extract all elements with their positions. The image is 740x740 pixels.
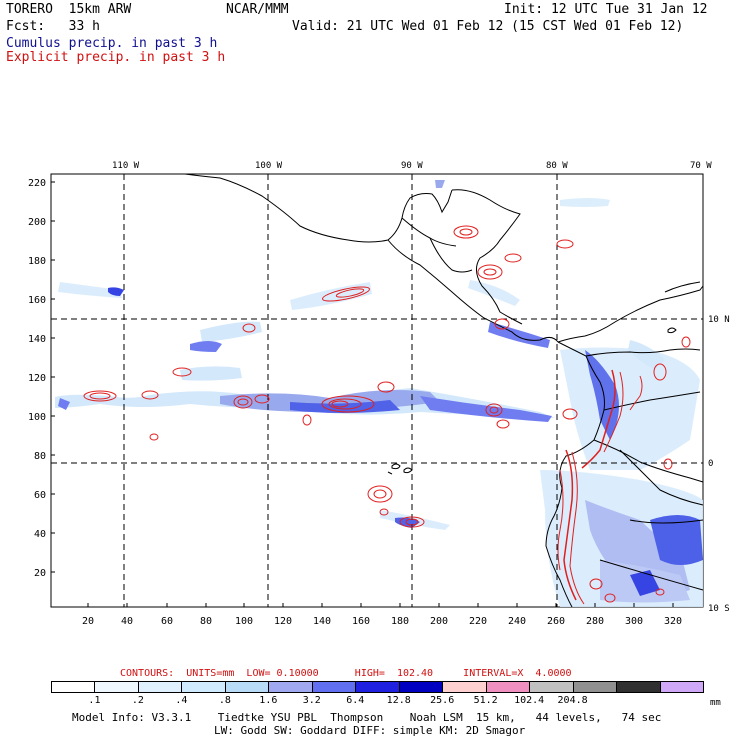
legend-swatch <box>311 681 357 693</box>
y-tick-label: 100 <box>28 412 46 423</box>
color-legend <box>51 681 704 693</box>
x-tick-label: 180 <box>391 616 409 627</box>
lon-label: 90 W <box>401 161 423 171</box>
legend-label: 6.4 <box>346 695 365 706</box>
init-time: Init: 12 UTC Tue 31 Jan 12 <box>504 2 708 17</box>
lat-label: 10 N <box>708 315 730 325</box>
x-tick-label: 280 <box>586 616 604 627</box>
legend-label: 102.4 <box>514 695 545 706</box>
y-tick-label: 140 <box>28 334 46 345</box>
legend-swatch <box>181 681 226 693</box>
legend-label: 25.6 <box>430 695 455 706</box>
y-tick-label: 220 <box>28 178 46 189</box>
x-tick-labels: 20 40 60 80 100 120 140 160 180 200 220 … <box>82 616 682 627</box>
model-info: Model Info: V3.3.1 Tiedtke YSU PBL Thomp… <box>72 711 662 724</box>
x-tick-label: 100 <box>235 616 253 627</box>
legend-swatch <box>355 681 400 693</box>
legend-swatch <box>616 681 661 693</box>
legend-label: 12.8 <box>386 695 411 706</box>
lon-label: 100 W <box>255 161 283 171</box>
legend-swatch <box>442 681 487 693</box>
y-tick-label: 200 <box>28 217 46 228</box>
lon-label: 80 W <box>546 161 568 171</box>
legend-swatch <box>659 681 704 693</box>
legend-swatch <box>137 681 183 693</box>
legend-label: .8 <box>218 695 231 706</box>
legend-labels: .1 .2 .4 .8 1.6 3.2 6.4 12.8 25.6 51.2 102.4 204.8 <box>51 695 703 707</box>
lon-labels: 110 W 100 W 90 W 80 W 70 W <box>112 161 712 171</box>
valid-time: Valid: 21 UTC Wed 01 Feb 12 (15 CST Wed … <box>292 19 684 34</box>
cumulus-label: Cumulus precip. in past 3 h <box>6 36 218 51</box>
lat-labels: 10 N 0 10 S <box>708 315 730 614</box>
legend-swatch <box>224 681 270 693</box>
x-tick-label: 200 <box>430 616 448 627</box>
legend-label: 51.2 <box>473 695 498 706</box>
graticule <box>51 174 703 607</box>
x-tick-label: 320 <box>664 616 682 627</box>
y-tick-label: 180 <box>28 256 46 267</box>
x-tick-label: 80 <box>200 616 212 627</box>
coastlines <box>184 173 704 608</box>
legend-unit: mm <box>710 698 721 708</box>
y-tick-label: 60 <box>34 490 46 501</box>
lat-label: 0 <box>708 459 713 469</box>
x-tick-label: 160 <box>352 616 370 627</box>
x-tick-label: 40 <box>121 616 133 627</box>
legend-swatch <box>51 681 96 693</box>
frame-ticks <box>51 174 704 607</box>
y-tick-label: 120 <box>28 373 46 384</box>
y-tick-label: 160 <box>28 295 46 306</box>
forecast-hour: Fcst: 33 h <box>6 19 100 34</box>
legend-swatch <box>485 681 531 693</box>
y-tick-labels: 220 200 180 160 140 120 100 80 60 40 20 <box>28 178 46 579</box>
x-tick-label: 260 <box>547 616 565 627</box>
legend-label: .4 <box>175 695 188 706</box>
legend-label: .2 <box>131 695 144 706</box>
legend-label: .1 <box>88 695 101 706</box>
lat-label: 10 S <box>708 604 730 614</box>
legend-swatch <box>398 681 444 693</box>
lon-label: 110 W <box>112 161 140 171</box>
explicit-precip-contours <box>83 225 691 605</box>
legend-swatch <box>268 681 313 693</box>
y-tick-label: 20 <box>34 568 46 579</box>
x-tick-label: 300 <box>625 616 643 627</box>
x-tick-label: 220 <box>469 616 487 627</box>
y-tick-label: 40 <box>34 529 46 540</box>
lon-label: 70 W <box>690 161 712 171</box>
physics-info: LW: Godd SW: Goddard DIFF: simple KM: 2D… <box>214 724 526 737</box>
legend-swatch <box>572 681 618 693</box>
center-title: NCAR/MMM <box>226 2 289 17</box>
legend-swatch <box>94 681 139 693</box>
x-tick-label: 240 <box>508 616 526 627</box>
cumulus-precip-shading <box>55 180 703 607</box>
explicit-label: Explicit precip. in past 3 h <box>6 50 226 65</box>
contours-info: CONTOURS: UNITS=mm LOW= 0.10000 HIGH= 10… <box>120 668 572 679</box>
legend-label: 1.6 <box>259 695 278 706</box>
x-tick-label: 120 <box>274 616 292 627</box>
legend-label: 204.8 <box>557 695 588 706</box>
y-tick-label: 80 <box>34 451 46 462</box>
x-tick-label: 60 <box>161 616 173 627</box>
legend-label: 3.2 <box>302 695 321 706</box>
model-title: TORERO 15km ARW <box>6 2 132 17</box>
x-tick-label: 140 <box>313 616 331 627</box>
x-tick-label: 20 <box>82 616 94 627</box>
legend-swatch <box>529 681 574 693</box>
